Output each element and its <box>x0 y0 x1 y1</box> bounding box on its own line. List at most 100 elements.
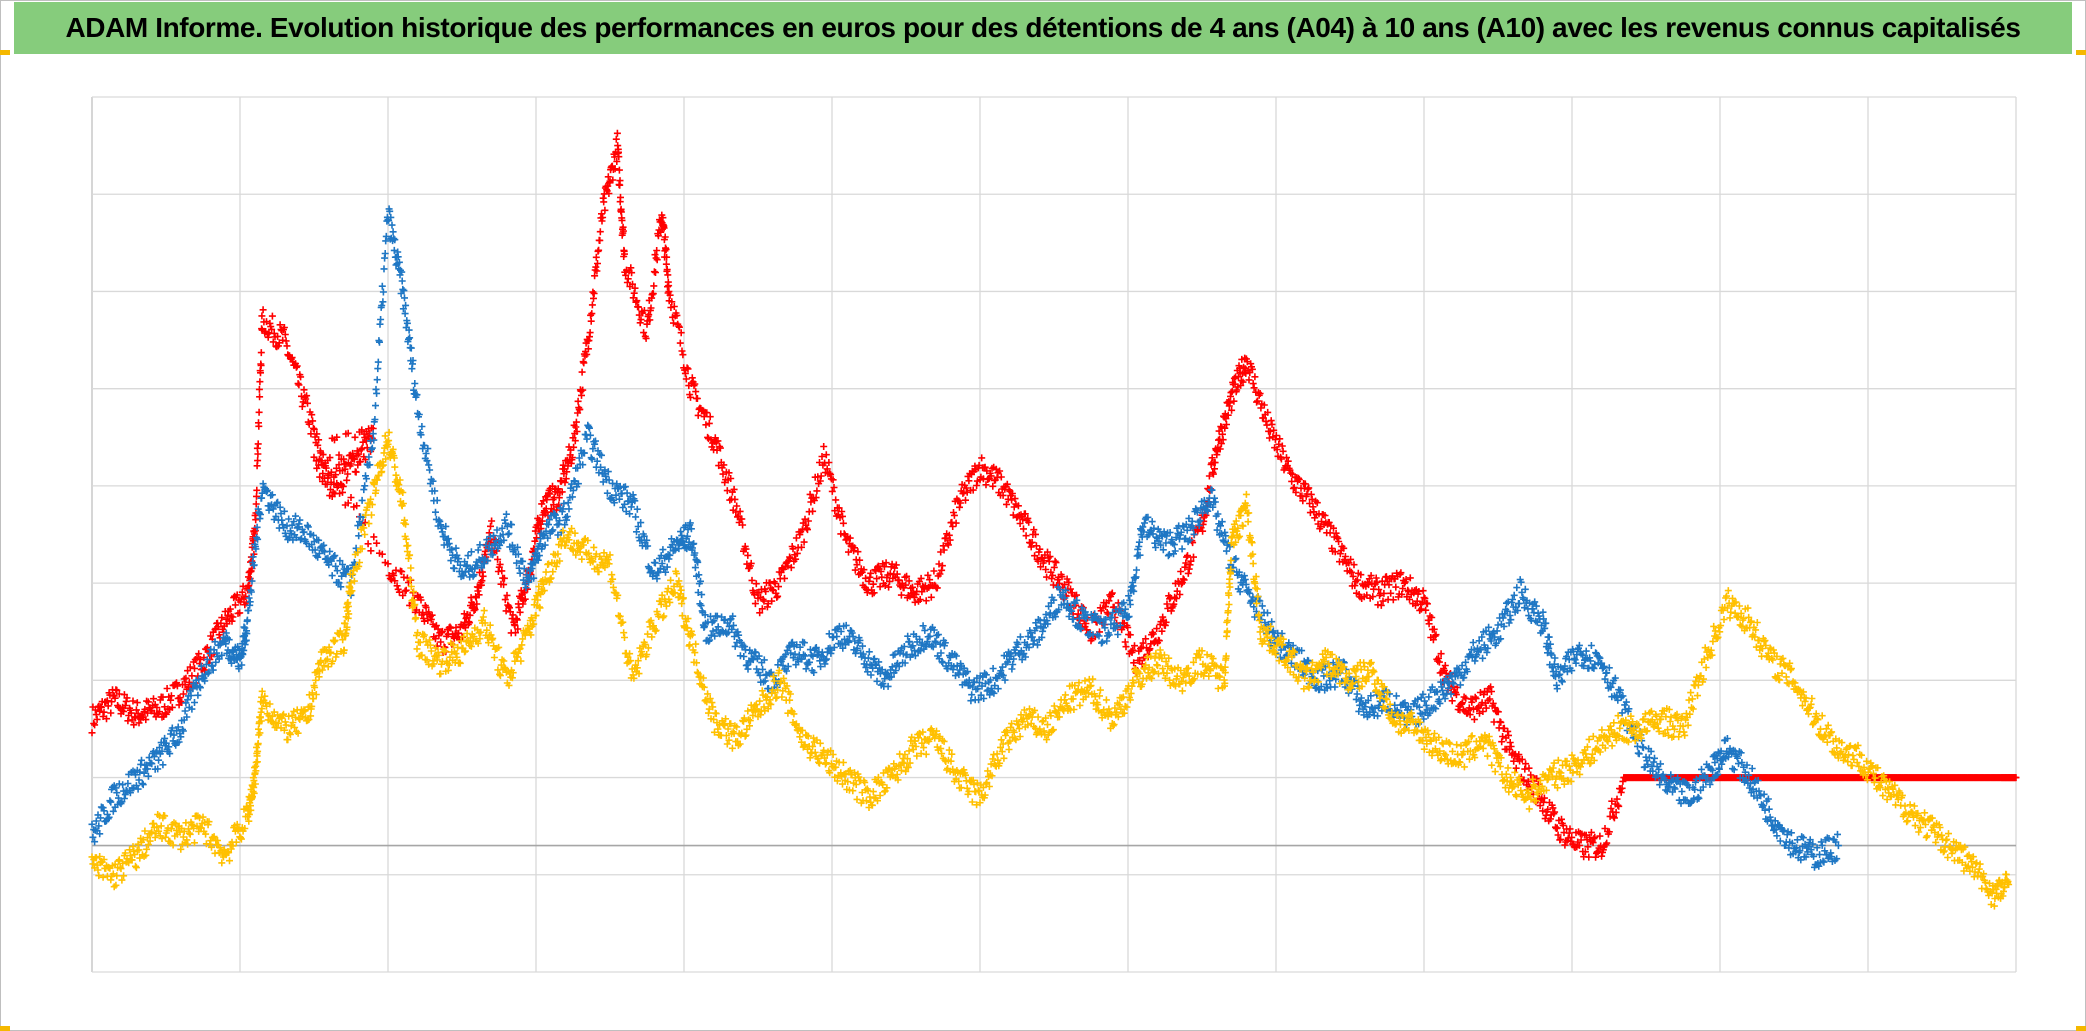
data-point <box>628 269 636 277</box>
data-point <box>1125 613 1133 621</box>
data-point <box>144 765 151 773</box>
data-point <box>330 638 338 646</box>
data-point <box>1380 589 1388 597</box>
data-point <box>514 543 521 551</box>
data-point <box>339 482 347 490</box>
data-point <box>568 493 576 501</box>
data-point <box>813 487 821 495</box>
data-point <box>184 667 192 675</box>
data-point <box>643 536 651 544</box>
corner-marker-top-left <box>0 50 10 55</box>
data-point <box>369 430 377 438</box>
data-point <box>676 339 684 347</box>
data-point <box>600 198 608 206</box>
data-point <box>820 443 828 450</box>
data-point <box>1186 561 1194 569</box>
data-point <box>292 512 299 520</box>
data-point <box>295 381 303 389</box>
data-point <box>580 449 588 457</box>
data-point <box>276 503 284 511</box>
data-point <box>273 499 281 507</box>
data-point <box>1428 614 1436 621</box>
data-point <box>173 679 180 687</box>
data-point <box>1340 544 1348 552</box>
data-point <box>1020 525 1027 533</box>
data-point <box>313 430 321 438</box>
data-point <box>175 738 183 746</box>
data-point <box>1301 480 1309 488</box>
data-point <box>391 577 399 585</box>
data-point <box>1037 563 1045 571</box>
data-point <box>360 486 368 494</box>
data-point <box>1607 805 1615 812</box>
data-point <box>865 577 873 585</box>
data-point <box>257 369 264 377</box>
data-point <box>605 190 613 197</box>
data-point <box>309 417 317 425</box>
data-point <box>598 451 605 459</box>
data-point <box>576 405 584 413</box>
data-point <box>1253 398 1261 406</box>
data-point <box>687 393 694 401</box>
data-point <box>368 444 376 452</box>
data-point <box>633 528 640 536</box>
data-point <box>542 527 550 535</box>
data-point <box>194 691 202 699</box>
data-point <box>1254 397 1261 405</box>
data-point <box>1520 776 1528 784</box>
title-bar: ADAM Informe. Evolution historique des p… <box>14 2 2072 54</box>
data-point <box>365 453 373 461</box>
data-point <box>347 460 355 468</box>
data-point <box>709 627 717 635</box>
data-point <box>425 461 433 469</box>
data-point <box>982 671 990 679</box>
data-point <box>1558 678 1566 686</box>
data-point <box>136 768 144 776</box>
data-point <box>305 420 313 428</box>
data-point <box>783 667 790 675</box>
data-point <box>653 247 661 254</box>
data-point <box>1389 596 1397 604</box>
data-point <box>987 676 994 684</box>
data-point <box>97 814 104 822</box>
data-point <box>272 512 280 520</box>
data-point <box>268 312 276 320</box>
data-point <box>280 507 288 515</box>
data-point <box>113 686 121 694</box>
data-point <box>158 747 166 755</box>
data-point <box>395 588 403 596</box>
data-point <box>265 506 273 514</box>
data-point <box>595 469 603 477</box>
data-point <box>952 519 960 527</box>
data-point <box>1211 494 1218 502</box>
data-point <box>1051 613 1059 621</box>
data-point <box>288 521 296 529</box>
data-point <box>835 504 843 512</box>
data-point <box>909 642 917 650</box>
data-point <box>833 633 841 640</box>
data-point <box>867 569 875 577</box>
data-point <box>390 571 398 579</box>
data-point <box>427 615 435 623</box>
data-point <box>156 708 163 716</box>
data-point <box>700 413 708 421</box>
data-point <box>650 282 658 290</box>
data-point <box>316 473 324 481</box>
data-point <box>695 571 703 579</box>
data-point <box>796 643 804 651</box>
data-point <box>494 555 502 563</box>
data-point <box>574 480 582 488</box>
data-point <box>1130 659 1138 667</box>
data-point <box>245 606 252 614</box>
data-point <box>678 347 686 355</box>
data-point <box>1399 585 1407 592</box>
data-point <box>1062 586 1070 594</box>
data-point <box>1377 601 1385 609</box>
data-point <box>1107 620 1115 628</box>
data-point <box>1208 454 1216 462</box>
data-point <box>154 765 162 773</box>
data-point <box>916 596 924 603</box>
data-point <box>370 436 378 444</box>
data-point <box>818 453 826 460</box>
data-point <box>398 268 406 276</box>
